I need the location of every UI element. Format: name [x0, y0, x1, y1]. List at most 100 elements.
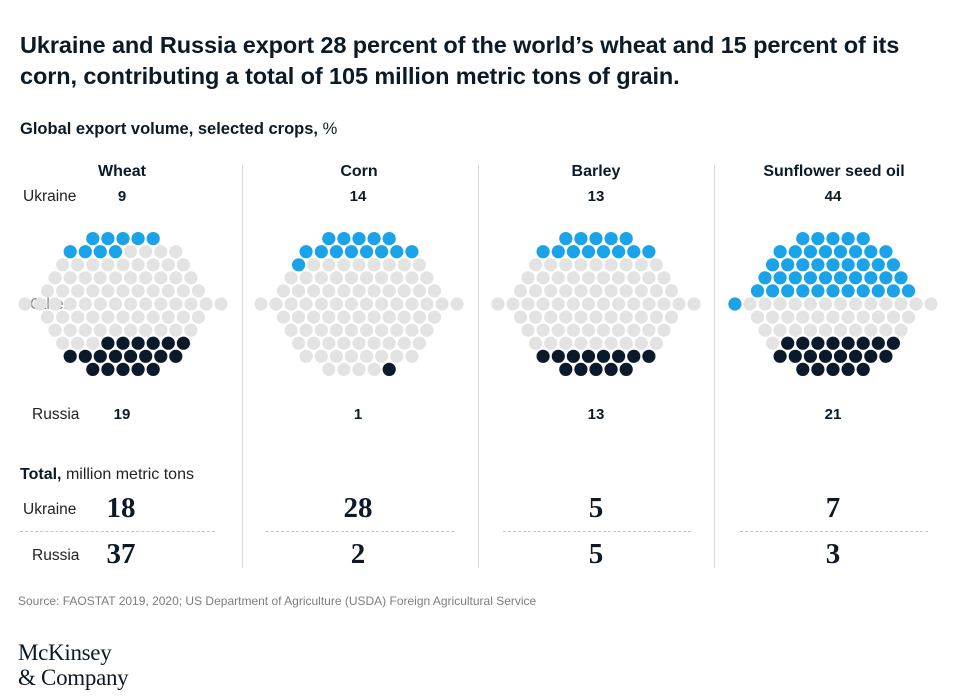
dot-other-corn [427, 310, 442, 324]
dot-ukraine-barley [604, 232, 618, 246]
dot-other-wheat [161, 284, 175, 298]
dot-other-barley [566, 297, 581, 311]
dot-other-barley [619, 336, 633, 350]
dot-other-corn [390, 297, 404, 311]
dot-ukraine-sunflower-seed-oil [803, 271, 818, 285]
mckinsey-logo: McKinsey & Company [18, 640, 129, 690]
dot-other-corn [360, 271, 374, 285]
dot-russia-sunflower-seed-oil [781, 336, 795, 350]
dot-other-barley [536, 297, 550, 311]
dot-ukraine-sunflower-seed-oil [833, 245, 848, 259]
dot-other-wheat [101, 258, 115, 272]
dot-other-barley [596, 297, 611, 311]
dot-other-corn [307, 258, 321, 272]
dot-other-wheat [169, 297, 183, 311]
dot-other-wheat [184, 271, 198, 285]
dot-other-corn [367, 310, 381, 324]
dot-other-corn [314, 271, 328, 285]
dot-other-wheat [146, 258, 160, 272]
dot-other-wheat [154, 323, 168, 337]
dot-other-sunflower-seed-oil [826, 310, 840, 324]
dot-ukraine-sunflower-seed-oil [871, 284, 885, 298]
dot-russia-barley [536, 349, 550, 363]
dot-ukraine-sunflower-seed-oil [849, 245, 863, 259]
dot-ukraine-sunflower-seed-oil [811, 232, 825, 246]
dot-other-sunflower-seed-oil [841, 310, 855, 324]
dot-other-corn [390, 271, 404, 285]
dot-russia-sunflower-seed-oil [818, 349, 833, 363]
dot-other-wheat [169, 323, 183, 337]
dot-russia-sunflower-seed-oil [788, 349, 802, 363]
dot-other-corn [314, 323, 328, 337]
dot-russia-barley [589, 362, 603, 376]
dot-other-corn [344, 297, 358, 311]
dot-other-barley [619, 284, 633, 298]
logo-line-1: McKinsey [18, 640, 112, 665]
dot-other-sunflower-seed-oil [924, 297, 938, 311]
dot-other-barley [559, 258, 573, 272]
russia-share-sunflower-seed-oil: 21 [824, 406, 842, 423]
total-ukraine-sunflower-seed-oil: 7 [825, 492, 841, 524]
total-ukraine-barley: 5 [588, 492, 604, 524]
dot-other-barley [544, 284, 558, 298]
dot-other-wheat [116, 284, 130, 298]
dot-ukraine-sunflower-seed-oil [766, 284, 780, 298]
dot-ukraine-sunflower-seed-oil [894, 271, 908, 285]
dot-ukraine-sunflower-seed-oil [788, 245, 802, 259]
dot-other-sunflower-seed-oil [803, 297, 818, 311]
dot-other-corn [382, 284, 396, 298]
dot-ukraine-wheat [93, 245, 107, 259]
dot-other-sunflower-seed-oil [781, 310, 795, 324]
dot-other-corn [352, 362, 366, 376]
dot-ukraine-corn [405, 245, 419, 259]
dot-ukraine-sunflower-seed-oil [901, 284, 916, 298]
dot-other-barley [604, 310, 618, 324]
source-note: Source: FAOSTAT 2019, 2020; US Departmen… [18, 594, 537, 608]
dot-other-barley [657, 323, 671, 337]
dot-ukraine-sunflower-seed-oil [841, 232, 855, 246]
dot-other-wheat [78, 323, 92, 337]
russia-share-corn: 1 [353, 406, 363, 423]
dot-other-corn [276, 284, 291, 298]
dot-ukraine-corn [299, 245, 313, 259]
dot-ukraine-sunflower-seed-oil [856, 284, 870, 298]
total-ukraine-wheat: 18 [106, 492, 136, 524]
dot-other-barley [612, 297, 626, 311]
dot-ukraine-sunflower-seed-oil [758, 271, 772, 285]
dot-ukraine-corn [360, 245, 374, 259]
dot-other-barley [657, 271, 671, 285]
dot-russia-wheat [161, 336, 175, 350]
dot-ukraine-sunflower-seed-oil [773, 245, 787, 259]
dot-other-corn [329, 297, 343, 311]
dot-other-corn [450, 297, 464, 311]
dot-russia-wheat [176, 336, 190, 350]
dot-other-corn [284, 323, 298, 337]
dot-other-barley [664, 284, 679, 298]
dot-other-corn [307, 284, 321, 298]
dot-other-wheat [71, 258, 85, 272]
dot-ukraine-sunflower-seed-oil [818, 245, 833, 259]
dot-ukraine-sunflower-seed-oil [781, 258, 795, 272]
dot-ukraine-sunflower-seed-oil [788, 271, 802, 285]
dot-russia-wheat [78, 349, 92, 363]
dot-other-sunflower-seed-oil [864, 297, 878, 311]
dot-other-corn [299, 349, 313, 363]
dot-other-wheat [116, 258, 130, 272]
dot-russia-corn [382, 362, 396, 376]
dot-russia-sunflower-seed-oil [826, 336, 840, 350]
dot-other-sunflower-seed-oil [818, 297, 833, 311]
dot-russia-barley [627, 349, 641, 363]
dot-russia-sunflower-seed-oil [886, 336, 901, 350]
dot-other-wheat [131, 284, 145, 298]
dot-other-wheat [154, 271, 168, 285]
dot-other-barley [529, 336, 543, 350]
dot-other-wheat [139, 245, 153, 259]
dot-other-sunflower-seed-oil [849, 297, 863, 311]
dot-russia-barley [604, 362, 618, 376]
dot-other-corn [299, 323, 313, 337]
dot-other-wheat [184, 297, 198, 311]
dot-other-corn [254, 297, 268, 311]
dot-other-corn [352, 258, 366, 272]
dot-other-barley [619, 310, 633, 324]
